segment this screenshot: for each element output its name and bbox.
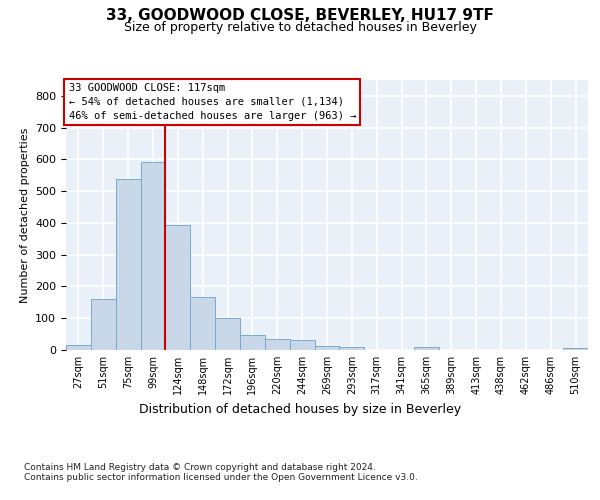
Bar — [116, 179, 140, 350]
Bar — [314, 346, 340, 350]
Text: 33, GOODWOOD CLOSE, BEVERLEY, HU17 9TF: 33, GOODWOOD CLOSE, BEVERLEY, HU17 9TF — [106, 8, 494, 22]
Bar — [66, 345, 91, 350]
Bar — [265, 339, 290, 350]
Bar — [190, 298, 215, 350]
Text: Distribution of detached houses by size in Beverley: Distribution of detached houses by size … — [139, 402, 461, 415]
Bar — [240, 335, 265, 350]
Bar — [340, 346, 364, 350]
Text: 33 GOODWOOD CLOSE: 117sqm
← 54% of detached houses are smaller (1,134)
46% of se: 33 GOODWOOD CLOSE: 117sqm ← 54% of detac… — [68, 82, 356, 120]
Bar — [563, 348, 588, 350]
Bar — [414, 348, 439, 350]
Text: Contains HM Land Registry data © Crown copyright and database right 2024.
Contai: Contains HM Land Registry data © Crown c… — [24, 462, 418, 482]
Y-axis label: Number of detached properties: Number of detached properties — [20, 128, 29, 302]
Bar — [140, 162, 166, 350]
Bar — [91, 299, 116, 350]
Bar — [215, 318, 240, 350]
Text: Size of property relative to detached houses in Beverley: Size of property relative to detached ho… — [124, 21, 476, 34]
Bar — [290, 340, 314, 350]
Bar — [166, 225, 190, 350]
